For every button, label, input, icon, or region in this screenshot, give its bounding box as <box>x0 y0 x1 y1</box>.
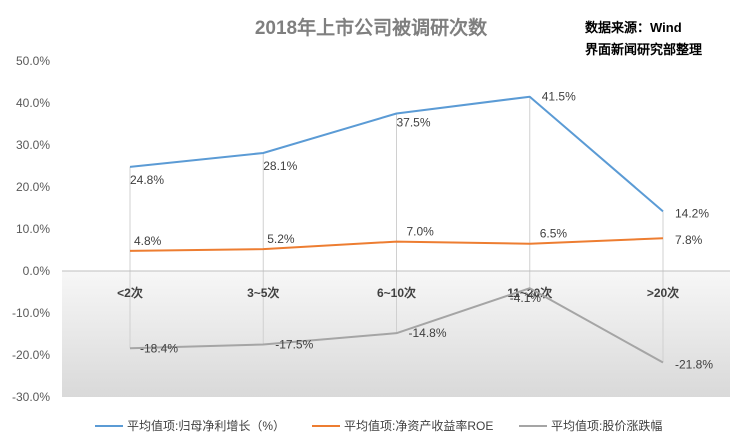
legend-item-2: 平均值项:净资产收益率ROE <box>312 418 493 433</box>
data-labels: 24.8% 28.1% 37.5% 41.5% 14.2% 4.8% 5.2% 7.0% 6.5… <box>130 90 713 372</box>
x-category-label: <2次 <box>117 285 143 300</box>
legend-label: 平均值项:归母净利增长（%） <box>127 418 285 433</box>
y-tick-label: 10.0% <box>16 222 50 236</box>
x-category-label: >20次 <box>647 285 679 300</box>
legend-item-3: 平均值项:股价涨跌幅 <box>519 418 662 433</box>
legend: 平均值项:归母净利增长（%） 平均值项:净资产收益率ROE 平均值项:股价涨跌幅 <box>95 418 662 433</box>
y-tick-label: 50.0% <box>16 54 50 68</box>
y-tick-label: -10.0% <box>12 306 50 320</box>
x-axis-categories: <2次 3~5次 6~10次 11~20次 >20次 <box>117 285 679 300</box>
legend-label: 平均值项:净资产收益率ROE <box>344 418 493 433</box>
y-tick-label: -30.0% <box>12 390 50 404</box>
y-axis-ticks: 50.0% 40.0% 30.0% 20.0% 10.0% 0.0% -10.0% -20.0… <box>12 54 50 404</box>
y-tick-label: 40.0% <box>16 96 50 110</box>
data-label: -17.5% <box>275 338 313 352</box>
data-label: 7.8% <box>675 233 703 247</box>
data-label: 4.8% <box>134 234 162 248</box>
data-label: 14.2% <box>675 206 709 220</box>
data-label: 6.5% <box>540 227 568 241</box>
data-label: 5.2% <box>267 232 295 246</box>
series-line-2 <box>129 237 664 252</box>
legend-item-1: 平均值项:归母净利增长（%） <box>95 418 285 433</box>
data-label: -4.1% <box>510 291 542 305</box>
data-label: 28.1% <box>263 159 297 173</box>
data-label: -18.4% <box>140 341 178 355</box>
y-tick-label: 20.0% <box>16 180 50 194</box>
legend-label: 平均值项:股价涨跌幅 <box>551 418 662 433</box>
x-category-label: 6~10次 <box>377 285 416 300</box>
drop-lines <box>129 96 664 363</box>
y-tick-label: 0.0% <box>23 264 51 278</box>
data-label: -21.8% <box>675 358 713 372</box>
data-label: 7.0% <box>407 225 435 239</box>
data-label: -14.8% <box>409 326 447 340</box>
x-category-label: 11~20次 <box>507 285 552 300</box>
y-tick-label: 30.0% <box>16 138 50 152</box>
y-tick-label: -20.0% <box>12 348 50 362</box>
data-label: 24.8% <box>130 173 164 187</box>
source-line-1: 数据来源：Wind <box>585 20 682 35</box>
series-lines <box>129 95 664 364</box>
x-category-label: 3~5次 <box>247 285 279 300</box>
data-label: 37.5% <box>397 116 431 130</box>
series-line-1 <box>129 95 664 213</box>
series-line-3 <box>129 287 664 364</box>
data-label: 41.5% <box>542 90 576 104</box>
chart-title: 2018年上市公司被调研次数 <box>255 16 488 39</box>
source-line-2: 界面新闻研究部整理 <box>585 42 702 57</box>
